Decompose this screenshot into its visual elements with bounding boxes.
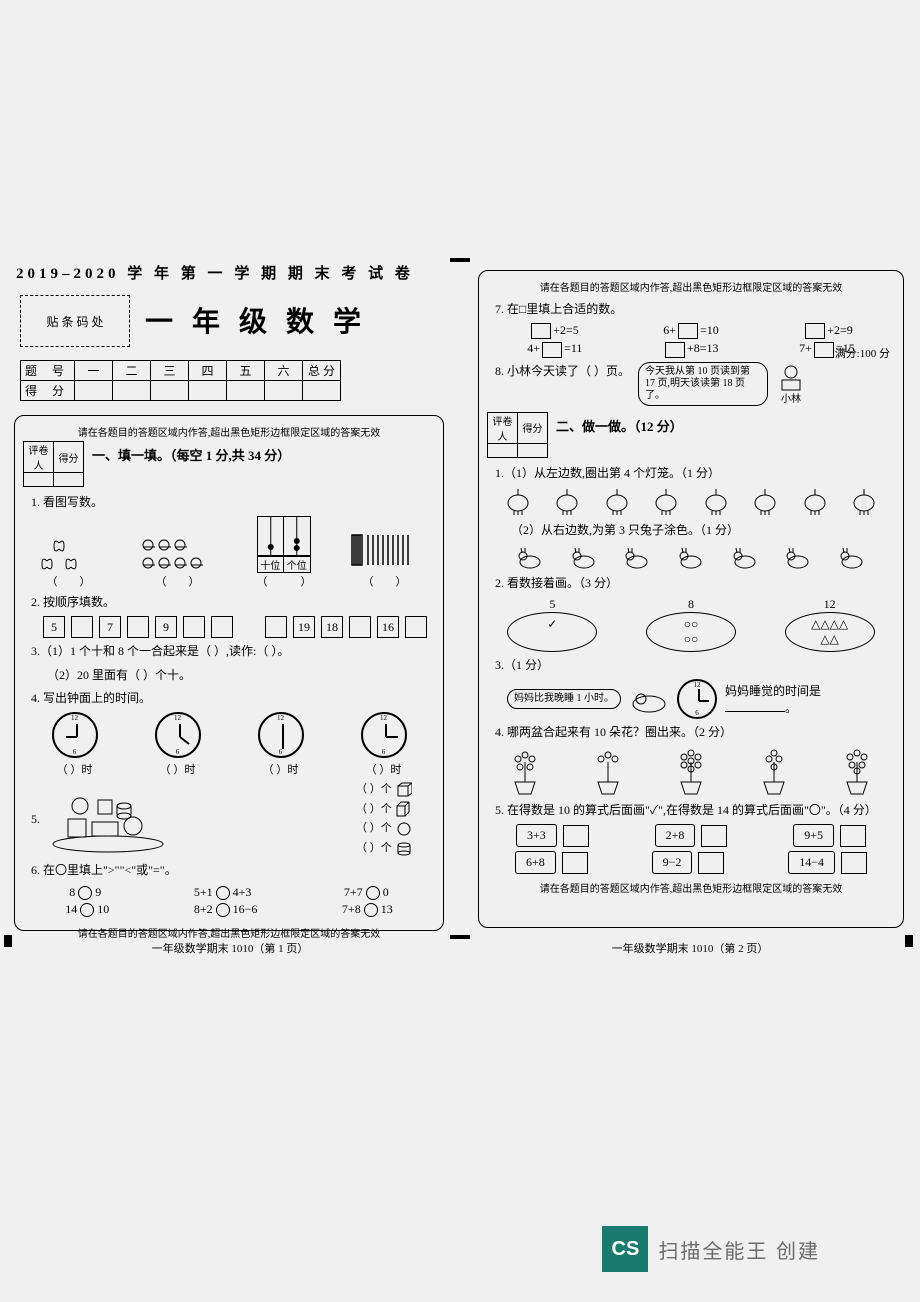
crop-mark <box>905 935 913 947</box>
barcode-area: 贴 条 码 处 <box>20 295 130 347</box>
oval-shape: △△△△△△ <box>785 612 875 652</box>
shapes-pile-icon <box>48 784 168 854</box>
s2q1b: （2）从右边数,为第 3 只兔子涂色。（1 分） <box>511 521 895 540</box>
q3a: 3.（1）1 个十和 8 个一合起来是（ ）,读作:（ ）。 <box>31 642 435 661</box>
q4: 4. 写出钟面上的时间。 <box>31 689 435 708</box>
exam-header: 2019–2020 学 年 第 一 学 期 期 末 考 试 卷 <box>8 258 453 287</box>
mini-score-table: 评卷人得分 <box>23 441 84 487</box>
crop-mark <box>450 935 470 939</box>
clock-icon <box>361 712 407 758</box>
lantern-icon <box>704 487 728 517</box>
flowerpot-icon <box>749 747 799 797</box>
abacus: 十位个位 （ ） <box>257 516 311 589</box>
lantern-icon <box>506 487 530 517</box>
footer-left: 一年级数学期末 1010（第 1 页） <box>130 940 330 956</box>
clock-icon <box>52 712 98 758</box>
section1-title: 一、填一填。（每空 1 分,共 34 分） <box>92 445 290 464</box>
q8: 8. 小林今天读了（ ）页。 今天我从第 10 页读到第 17 页,明天该读第 … <box>495 362 895 408</box>
lantern-icon <box>803 487 827 517</box>
flowerpot-icon <box>666 747 716 797</box>
left-content: 请在各题目的答题区域内作答,超出黑色矩形边框限定区域的答案无效 评卷人得分 一、… <box>14 415 444 931</box>
crop-mark <box>450 258 470 262</box>
warning-top-r: 请在各题目的答题区域内作答,超出黑色矩形边框限定区域的答案无效 <box>487 277 895 296</box>
bunny-icon <box>837 544 867 570</box>
q7-row2: 4+=11 +8=13 7+=15 <box>487 341 895 357</box>
bunny-icon <box>569 544 599 570</box>
snail-group: （ ） <box>138 535 218 589</box>
bunny-icon <box>730 544 760 570</box>
page-title: 一 年 级 数 学 <box>145 300 367 340</box>
lantern-icon <box>852 487 876 517</box>
lantern-icon <box>605 487 629 517</box>
q7: 7. 在□里填上合适的数。 <box>495 300 895 319</box>
crop-mark <box>4 935 12 947</box>
speech-bubble: 妈妈比我晚睡 1 小时。 <box>507 689 621 709</box>
year: 2019–2020 <box>16 266 120 282</box>
badge-text: 扫描全能王 创建 <box>658 1235 820 1264</box>
q6-row1: 8 9 5+1 4+3 7+7 0 <box>23 885 435 900</box>
flowerpot-icon <box>583 747 633 797</box>
q6-row2: 14 10 8+2 16−6 7+8 13 <box>23 902 435 917</box>
score-table: 题 号 一 二 三 四 五 六 总 分 得 分 <box>20 360 341 401</box>
scanner-badge: CS 扫描全能王 创建 <box>602 1226 820 1272</box>
q1: 1. 看图写数。 <box>31 493 435 512</box>
s2q2: 2. 看数接着画。（3 分） <box>495 574 895 593</box>
oval-shape: ○○○○ <box>646 612 736 652</box>
clock-icon <box>258 712 304 758</box>
cube-icon <box>396 782 412 798</box>
s2q4: 4. 哪两盆合起来有 10 朵花？圈出来。（2 分） <box>495 723 895 742</box>
flowerpot-icon <box>832 747 882 797</box>
q7-row1: +2=5 6+=10 +2=9 <box>487 323 895 339</box>
flowerpot-icon <box>500 747 550 797</box>
clocks: （ ）时 （ ）时 （ ）时 （ ）时 <box>23 712 435 777</box>
s2q5: 5. 在得数是 10 的算式后面画"✓",在得数是 14 的算式后面画"〇"。（… <box>495 801 895 820</box>
cuboid-icon <box>396 801 412 817</box>
clock-icon <box>155 712 201 758</box>
q5: 5. （ ）个 （ ）个 （ ）个 （ ）个 <box>31 781 435 857</box>
clock-icon <box>677 679 717 719</box>
bunny-icon <box>783 544 813 570</box>
bunny-icon <box>676 544 706 570</box>
right-content: 请在各题目的答题区域内作答,超出黑色矩形边框限定区域的答案无效 7. 在□里填上… <box>478 270 904 928</box>
warning-top: 请在各题目的答题区域内作答,超出黑色矩形边框限定区域的答案无效 <box>23 422 435 441</box>
s2q1a: 1.（1）从左边数,圈出第 4 个灯笼。（1 分） <box>495 464 895 483</box>
s2q3: 3.（1 分） <box>495 656 895 675</box>
section2-title: 二、做一做。（12 分） <box>556 416 683 435</box>
lantern-icon <box>654 487 678 517</box>
mini-score-table-r: 评卷人得分 <box>487 412 548 458</box>
q3b: （2）20 里面有（ ）个十。 <box>47 666 435 685</box>
footer-right: 一年级数学期末 1010（第 2 页） <box>590 940 790 956</box>
oval-shape: ✓ <box>507 612 597 652</box>
warning-bottom-r: 请在各题目的答题区域内作答,超出黑色矩形边框限定区域的答案无效 <box>487 878 895 897</box>
boy-reading-icon <box>776 362 806 392</box>
speech-bubble: 今天我从第 10 页读到第 17 页,明天该读第 18 页了。 <box>638 362 768 406</box>
bunny-icon <box>515 544 545 570</box>
sticks-group: （ ） <box>350 531 420 589</box>
butterfly-group: （ ） <box>39 535 99 589</box>
q2: 2. 按顺序填数。 <box>31 593 435 612</box>
cylinder-icon <box>396 841 412 857</box>
sleeping-child-icon <box>629 684 669 714</box>
q6: 6. 在〇里填上">""<"或"="。 <box>31 861 435 880</box>
bunny-icon <box>622 544 652 570</box>
cs-logo-icon: CS <box>602 1226 648 1272</box>
lantern-icon <box>555 487 579 517</box>
lantern-icon <box>753 487 777 517</box>
sphere-icon <box>396 821 412 837</box>
